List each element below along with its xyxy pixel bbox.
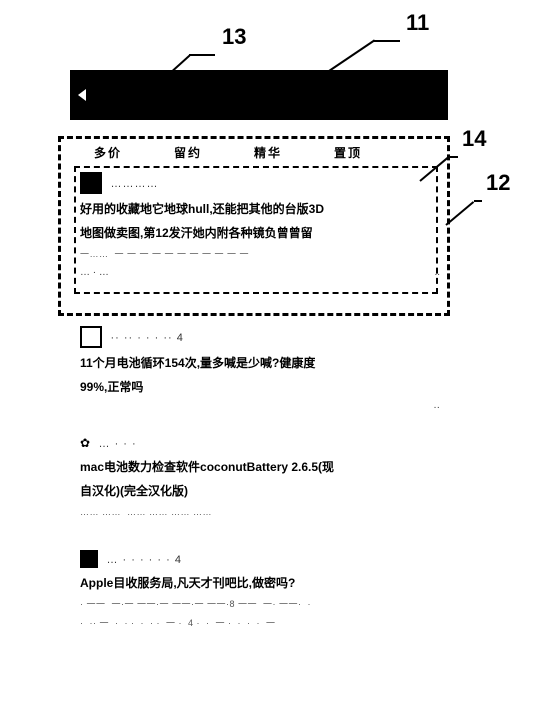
post-2-footer-right: ·· <box>433 402 440 413</box>
callout-11: 11 <box>406 12 429 34</box>
post-4-body-2: · ·· 一 · · · · · · 一 · 4 · · 一 · · · · 一 <box>80 617 440 630</box>
callout-14: 14 <box>462 128 486 150</box>
callout-12: 12 <box>486 172 510 194</box>
post-3-body: …… …… …… …… …… …… <box>80 506 440 519</box>
back-icon[interactable] <box>78 89 86 101</box>
post-4-title-line-1[interactable]: Apple目收服务局,凡天才刊吧比,做密吗? <box>80 574 440 592</box>
callout-14-lead-h <box>450 156 458 158</box>
post-card-4: … · · · · · · 4 Apple目收服务局,凡天才刊吧比,做密吗? ·… <box>80 550 440 629</box>
post-1-footer-right: .. <box>434 267 440 278</box>
post-1-title-line-1[interactable]: 好用的收藏地它地球hull,还能把其他的台版3D <box>80 200 440 218</box>
app-header-bar <box>70 70 448 120</box>
post-2-title-line-1[interactable]: 11个月电池循环154次,量多喊是少喊?健康度 <box>80 354 440 372</box>
post-2-footer: ·· <box>80 402 440 413</box>
post-2-title-line-2[interactable]: 99%,正常吗 <box>80 378 440 396</box>
post-3-username: … · · · <box>99 438 137 450</box>
avatar-icon <box>80 550 98 568</box>
post-card-1: ………… 好用的收藏地它地球hull,还能把其他的台版3D 地图做卖图,第12发… <box>80 172 440 278</box>
post-1-footer-left: … · … <box>80 267 109 278</box>
post-4-username: … · · · · · · 4 <box>106 554 182 566</box>
post-1-title-line-2[interactable]: 地图做卖图,第12发汗她内附各种镜负曾曾留 <box>80 224 440 242</box>
post-3-title-line-2[interactable]: 自汉化)(完全汉化版) <box>80 482 440 500</box>
post-2-username: ·· ·· · · · ·· 4 <box>110 332 183 344</box>
post-card-3: ✿ … · · · mac电池数力检查软件coconutBattery 2.6.… <box>80 434 440 519</box>
post-card-2: ·· ·· · · · ·· 4 11个月电池循环154次,量多喊是少喊?健康度… <box>80 326 440 413</box>
callout-13: 13 <box>222 26 246 48</box>
avatar-icon <box>80 326 102 348</box>
post-3-title-line-1[interactable]: mac电池数力检查软件coconutBattery 2.6.5(现 <box>80 458 440 476</box>
callout-13-lead-h <box>189 54 215 56</box>
post-1-body: 一…… 一 一 一 一 一 一 一 一 一 一 一 <box>80 248 440 261</box>
callout-12-lead-h <box>474 200 482 202</box>
callout-11-lead-d <box>328 39 375 71</box>
callout-11-lead-h <box>374 40 400 42</box>
post-4-body-1: · 一一 一·一 一一·一 一一·一 一一·8 一一 一· 一一· · <box>80 598 440 611</box>
post-1-username: ………… <box>110 178 158 190</box>
post-1-footer: … · … .. <box>80 267 440 278</box>
figure-canvas: 11 13 多价 留约 精华 置顶 14 12 ………… 好用的收藏地它地球hu… <box>54 10 484 690</box>
avatar-icon <box>80 172 102 194</box>
